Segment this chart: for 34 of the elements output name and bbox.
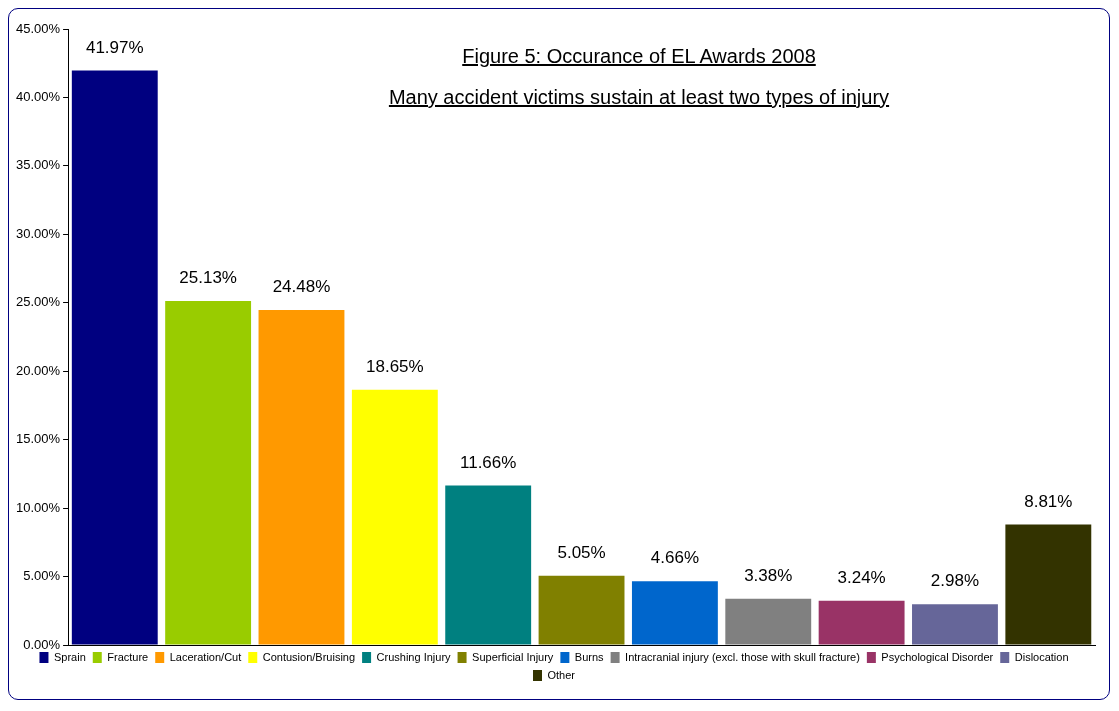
y-tick-label: 15.00% [16, 431, 61, 447]
data-label: 2.98% [930, 571, 980, 591]
legend-label: Superficial Injury [472, 650, 554, 663]
legend-label: Psychological Disorder [881, 650, 994, 663]
data-label: 11.66% [459, 452, 517, 472]
legend-label: Other [547, 668, 576, 681]
data-label: 41.97% [85, 37, 144, 57]
data-label: 18.65% [366, 356, 424, 376]
legend-label: Fracture [107, 650, 149, 663]
y-tick-label: 25.00% [16, 294, 61, 310]
legend-label: Crushing Injury [376, 650, 452, 663]
data-label: 8.81% [1024, 491, 1073, 511]
legend-label: Contusion/Bruising [262, 650, 356, 663]
legend-label: Intracranial injury (excl. those with skull fracture) [625, 650, 860, 663]
text: Many accident victims sustain at least two types of injury [388, 86, 890, 108]
legend-label: Sprain [53, 650, 86, 663]
data-label: 3.24% [837, 567, 886, 587]
data-label: 3.38% [744, 565, 793, 585]
y-tick-label: 30.00% [16, 225, 61, 241]
data-label: 24.48% [272, 277, 331, 297]
legend-label: Dislocation [1014, 650, 1069, 663]
legend-label: Laceration/Cut [169, 650, 242, 663]
data-label: 4.66% [650, 548, 699, 568]
y-tick-label: 35.00% [16, 157, 61, 173]
data-label: 5.05% [557, 543, 606, 563]
legend-label: Burns [574, 650, 605, 663]
y-tick-label: 10.00% [16, 499, 61, 515]
text: Figure 5: Occurance of EL Awards 2008 [462, 45, 816, 67]
y-tick-label: 40.00% [16, 89, 61, 105]
y-tick-label: 0.00% [23, 636, 61, 652]
data-label: 25.13% [179, 268, 237, 288]
y-tick-label: 45.00% [16, 20, 61, 36]
y-tick-label: 5.00% [23, 568, 61, 584]
y-tick-label: 20.00% [16, 362, 61, 378]
